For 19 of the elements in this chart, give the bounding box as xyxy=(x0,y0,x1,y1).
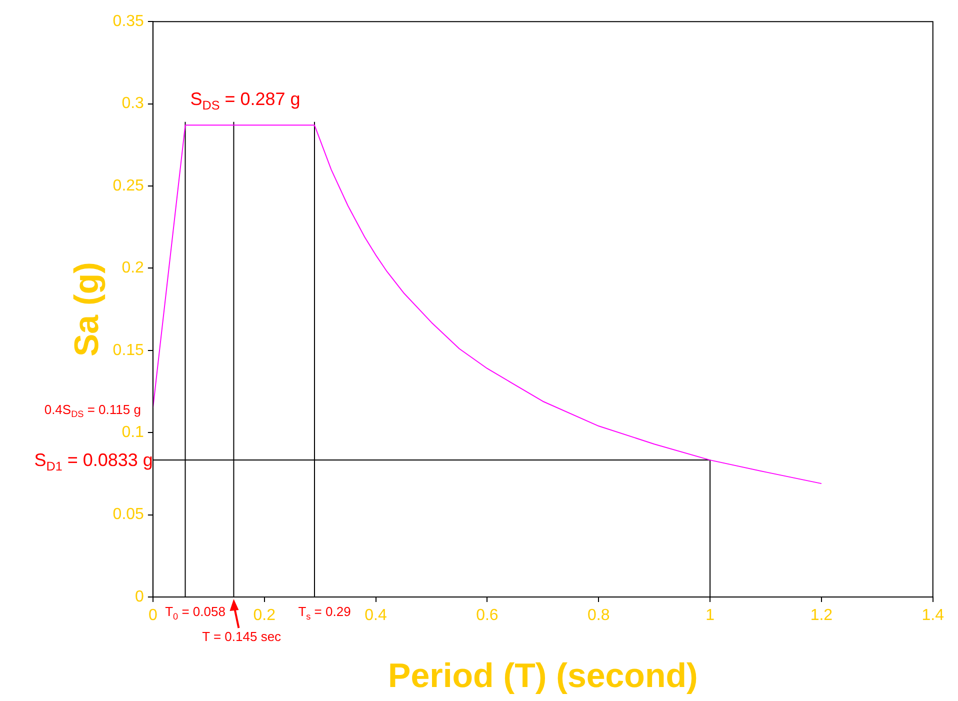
y-tick-label: 0 xyxy=(135,588,144,606)
annotation: T = 0.145 sec xyxy=(202,629,282,644)
y-tick-label: 0.1 xyxy=(122,424,144,442)
x-tick-label: 0.8 xyxy=(587,607,610,624)
x-tick-label: 1.4 xyxy=(922,607,944,624)
y-tick-label: 0.15 xyxy=(112,342,144,359)
x-tick-label: 0 xyxy=(148,607,158,624)
y-tick-label: 0.2 xyxy=(122,260,144,277)
y-axis-title: Sa (g) xyxy=(68,262,106,357)
x-tick-label: 0.6 xyxy=(476,607,498,624)
y-tick-label: 0.3 xyxy=(122,95,144,112)
x-tick-label: 1.2 xyxy=(810,607,833,624)
y-tick-label: 0.35 xyxy=(112,13,144,30)
x-tick-label: 1 xyxy=(706,607,715,624)
y-tick-label: 0.25 xyxy=(112,177,144,194)
x-tick-label: 0.2 xyxy=(253,607,276,624)
x-tick-label: 0.4 xyxy=(364,607,387,624)
y-tick-label: 0.05 xyxy=(112,506,144,524)
x-axis-title: Period (T) (second) xyxy=(388,656,698,695)
